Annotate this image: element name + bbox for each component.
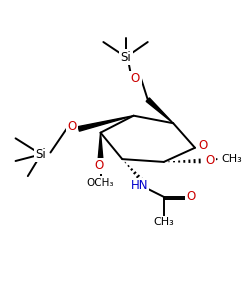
Text: Si: Si [36,148,46,161]
Text: O: O [205,154,215,166]
Polygon shape [98,133,103,159]
Text: CH₃: CH₃ [153,217,174,227]
Text: O: O [68,120,77,132]
Text: O: O [131,72,140,85]
Text: O: O [186,190,196,203]
Text: CH₃: CH₃ [221,154,242,164]
Text: OCH₃: OCH₃ [87,178,114,188]
Polygon shape [78,116,134,131]
Text: O: O [94,159,103,172]
Text: O: O [199,139,208,152]
Text: HN: HN [131,179,148,192]
Text: Si: Si [121,51,131,64]
Polygon shape [146,98,173,123]
